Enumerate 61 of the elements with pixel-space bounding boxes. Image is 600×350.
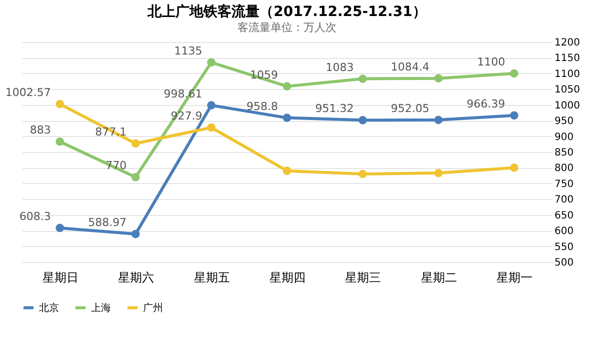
y-tick-label: 750 xyxy=(554,178,574,190)
y-tick-label: 1050 xyxy=(554,84,580,96)
point xyxy=(131,172,140,182)
chart-subtitle: 客流量单位：万人次 xyxy=(238,21,336,34)
point xyxy=(510,111,518,120)
point xyxy=(282,82,292,90)
y-tick-label: 850 xyxy=(554,148,574,158)
x-tick-label: 星期五 xyxy=(194,270,230,284)
legend-label: 北京 xyxy=(39,302,59,314)
data-label: 883 xyxy=(30,124,51,137)
data-label: 958.8 xyxy=(246,100,278,113)
data-label: 608.3 xyxy=(19,210,51,223)
point xyxy=(434,168,443,178)
y-tick-label: 550 xyxy=(554,242,574,253)
y-tick-label: 650 xyxy=(554,210,574,222)
point xyxy=(282,114,292,122)
x-tick-label: 星期四 xyxy=(270,270,306,284)
x-tick-label: 星期三 xyxy=(345,270,382,284)
x-tick-label: 星期二 xyxy=(420,270,457,284)
point xyxy=(207,101,216,110)
y-tick-label: 1000 xyxy=(554,100,580,112)
y-tick-label: 600 xyxy=(554,226,574,238)
data-label: 952.05 xyxy=(390,102,430,115)
point xyxy=(358,74,367,83)
x-tick-label: 星期一 xyxy=(496,270,533,284)
data-label: 1083 xyxy=(326,60,354,74)
data-label: 588.97 xyxy=(88,216,127,230)
y-tick-label: 950 xyxy=(554,116,574,128)
point xyxy=(510,164,518,172)
data-label: 966.39 xyxy=(466,97,506,110)
point xyxy=(131,139,140,148)
legend-label: 上海 xyxy=(91,302,111,314)
data-label: 1084.4 xyxy=(390,60,430,74)
data-label: 951.32 xyxy=(315,102,354,116)
y-tick-label: 700 xyxy=(554,194,574,206)
y-tick-label: 800 xyxy=(554,163,574,174)
y-tick-label: 1200 xyxy=(554,38,580,48)
point xyxy=(56,100,64,108)
chart-title: 北上广地铁客流量（2017.12.25-12.31） xyxy=(146,3,426,20)
point xyxy=(510,69,518,78)
point xyxy=(56,137,64,146)
point xyxy=(358,170,367,178)
point xyxy=(207,58,216,67)
y-tick-label: 1150 xyxy=(554,53,580,64)
point xyxy=(207,123,216,132)
point xyxy=(434,116,443,124)
y-tick-label: 900 xyxy=(554,132,574,143)
y-tick-label: 500 xyxy=(554,258,574,268)
data-label: 1002.57 xyxy=(5,86,51,100)
point xyxy=(282,166,292,176)
point xyxy=(131,230,140,238)
point xyxy=(358,116,367,124)
data-label: 1100 xyxy=(477,55,506,68)
data-label: 1135 xyxy=(174,44,202,58)
x-tick-label: 星期六 xyxy=(118,270,154,284)
legend-label: 广州 xyxy=(143,302,163,314)
point xyxy=(56,224,64,232)
data-label: 1059 xyxy=(250,68,278,82)
point xyxy=(434,74,443,83)
y-tick-label: 1100 xyxy=(554,68,580,80)
x-tick-label: 星期日 xyxy=(42,270,78,284)
